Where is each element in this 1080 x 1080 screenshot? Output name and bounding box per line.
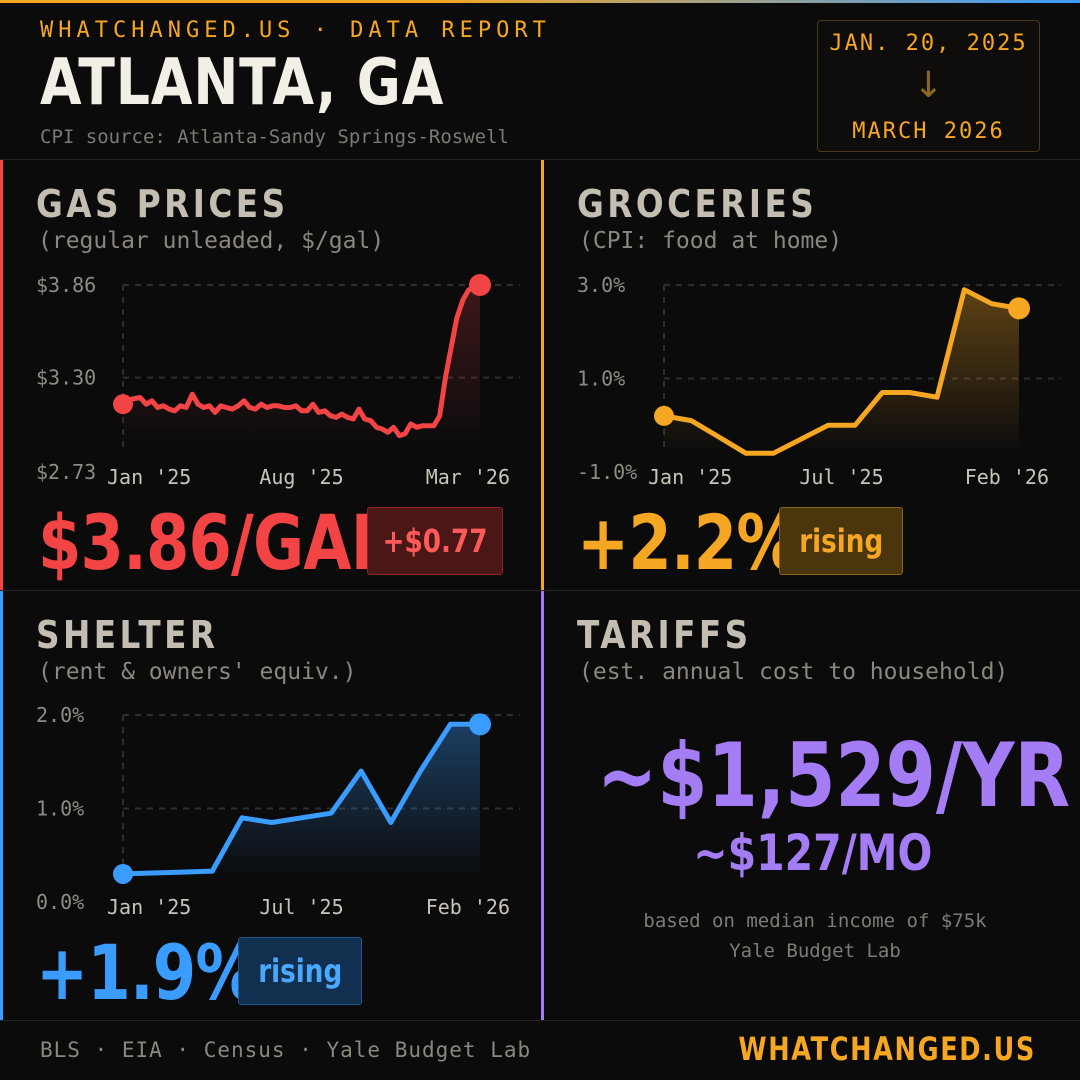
groceries-series-line	[661, 287, 1022, 456]
gas-end-point	[469, 274, 491, 296]
tariffs-accent-bar	[541, 591, 544, 1020]
gas-x-tick-label: Jan '25	[107, 465, 191, 489]
gas-series-line	[120, 282, 483, 439]
groceries-y-tick-label: 1.0%	[577, 367, 625, 391]
groceries-y-tick-label: -1.0%	[577, 460, 637, 484]
brand-line: WHATCHANGED.US · DATA REPORT	[40, 18, 551, 43]
gas-chart: $3.86 $3.30 $2.73 Jan '25 Aug '25 Mar '26	[36, 273, 520, 489]
groceries-trend-badge: rising	[779, 507, 903, 575]
tariff-monthly-cost: ~$127/MO	[545, 824, 1080, 882]
groceries-accent-bar	[541, 160, 544, 590]
groceries-x-tick-label: Jan '25	[648, 465, 732, 489]
gas-value: $3.86/GAL	[38, 498, 390, 587]
groceries-title: GROCERIES	[577, 182, 818, 226]
gas-accent-bar	[0, 160, 3, 590]
footer-sources: BLS · EIA · Census · Yale Budget Lab	[40, 1038, 532, 1062]
gas-y-tick-label: $2.73	[36, 460, 96, 484]
gas-area	[123, 285, 480, 448]
shelter-area	[123, 724, 480, 878]
shelter-series-line	[120, 721, 483, 877]
groceries-start-point	[654, 405, 674, 426]
gas-start-point	[113, 394, 133, 415]
shelter-y-tick-label: 1.0%	[36, 797, 84, 821]
shelter-end-point	[469, 713, 491, 736]
footer-brand-text: WHATCHANGED.US	[738, 1030, 1036, 1068]
shelter-x-tick-label: Feb '26	[426, 895, 510, 919]
cpi-source: CPI source: Atlanta-Sandy Springs-Roswel…	[40, 126, 509, 148]
shelter-chart: 2.0% 1.0% 0.0% Jan '25 Jul '25 Feb '26	[36, 703, 520, 919]
shelter-value: +1.9%	[36, 928, 258, 1017]
divider-middle	[0, 590, 1080, 591]
tariff-note-source: Yale Budget Lab	[729, 940, 901, 962]
date-start: JAN. 20, 2025	[829, 31, 1028, 56]
top-accent-bar	[0, 0, 1080, 3]
groceries-chart: 3.0% 1.0% -1.0% Jan '25 Jul '25 Feb '26	[577, 273, 1061, 489]
shelter-start-point	[113, 863, 133, 884]
gas-y-tick-label: $3.30	[36, 366, 96, 390]
footer-brand: WHATCHANGED.US	[664, 1030, 1036, 1068]
arrow-down-icon: ↓	[913, 65, 944, 106]
gas-x-tick-label: Mar '26	[426, 465, 510, 489]
shelter-x-tick-label: Jul '25	[259, 895, 343, 919]
groceries-x-tick-label: Jul '25	[799, 465, 883, 489]
shelter-title: SHELTER	[36, 613, 219, 657]
groceries-trend-label: rising	[798, 522, 883, 560]
tariffs-subtitle: (est. annual cost to household)	[579, 659, 1009, 685]
gas-change-badge: +$0.77	[367, 507, 503, 575]
shelter-y-tick-label: 0.0%	[36, 890, 84, 914]
groceries-x-tick-label: Feb '26	[965, 465, 1049, 489]
groceries-subtitle: (CPI: food at home)	[579, 228, 843, 254]
gas-y-tick-label: $3.86	[36, 273, 96, 297]
tariff-annual-cost: ~$1,529/YR	[545, 724, 1080, 827]
shelter-x-tick-label: Jan '25	[107, 895, 191, 919]
groceries-end-point	[1008, 297, 1030, 320]
tariff-annual-text: ~$1,529/YR	[596, 724, 1071, 827]
tariff-note-income: based on median income of $75k	[643, 910, 987, 932]
tariffs-title: TARIFFS	[577, 613, 752, 657]
gas-change-label: +$0.77	[382, 522, 488, 560]
tariff-monthly-text: ~$127/MO	[692, 824, 933, 882]
groceries-area	[664, 289, 1019, 454]
shelter-subtitle: (rent & owners' equiv.)	[38, 659, 357, 685]
date-range-box: JAN. 20, 2025 ↓ MARCH 2026	[817, 20, 1040, 152]
shelter-trend-badge: rising	[238, 937, 362, 1005]
page-title: ATLANTA, GA	[40, 46, 445, 120]
shelter-y-tick-label: 2.0%	[36, 703, 84, 727]
divider-footer	[0, 1020, 1080, 1021]
shelter-trend-label: rising	[257, 952, 342, 990]
groceries-value: +2.2%	[577, 498, 799, 587]
date-end: MARCH 2026	[852, 119, 1005, 144]
gas-subtitle: (regular unleaded, $/gal)	[38, 228, 385, 254]
groceries-y-tick-label: 3.0%	[577, 273, 625, 297]
divider-header	[0, 159, 1080, 160]
gas-x-tick-label: Aug '25	[259, 465, 343, 489]
shelter-accent-bar	[0, 591, 3, 1020]
gas-title: GAS PRICES	[36, 182, 289, 226]
